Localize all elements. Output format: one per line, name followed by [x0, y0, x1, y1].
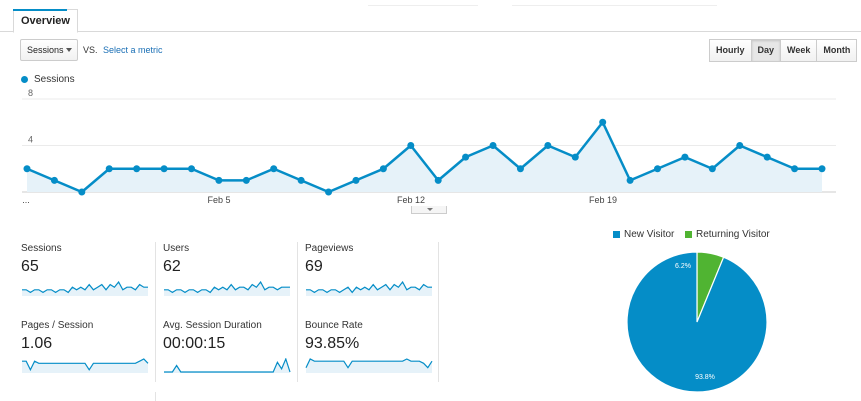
stat-value: 62 — [163, 258, 181, 275]
sparkline — [305, 358, 433, 373]
pie-legend-label: New Visitor — [624, 229, 675, 240]
data-point[interactable] — [708, 165, 716, 173]
x-tick-label: Feb 19 — [589, 195, 617, 205]
data-point[interactable] — [105, 165, 113, 173]
stat-label: Avg. Session Duration — [163, 320, 262, 331]
data-point[interactable] — [215, 176, 223, 184]
day-button[interactable]: Day — [750, 39, 782, 62]
x-tick-label: Feb 5 — [207, 195, 230, 205]
tab-bar: Overview — [0, 0, 861, 33]
divider — [438, 242, 439, 382]
data-point[interactable] — [270, 165, 278, 173]
data-point[interactable] — [763, 153, 771, 161]
data-point[interactable] — [791, 165, 799, 173]
pie-data-label: 6.2% — [675, 263, 691, 270]
data-point[interactable] — [133, 165, 141, 173]
pie-legend-new[interactable]: New Visitor — [613, 229, 674, 240]
data-point[interactable] — [654, 165, 662, 173]
week-button[interactable]: Week — [780, 39, 818, 62]
data-point[interactable] — [516, 165, 524, 173]
chart-expand-handle[interactable] — [411, 206, 447, 214]
visitor-type-pie-chart: 93.8% 6.2% — [626, 251, 768, 393]
granularity-toggle: Hourly Day Week Month — [709, 39, 858, 62]
y-tick-label: 8 — [28, 88, 33, 98]
chevron-down-icon — [427, 208, 433, 211]
stat-label: Pageviews — [305, 243, 354, 254]
sparkline-line — [22, 281, 148, 294]
data-point[interactable] — [242, 176, 250, 184]
stat-value: 65 — [21, 258, 39, 275]
sessions-line-chart: 8 4... Feb 5 Feb 12 Feb 19 — [22, 88, 836, 205]
data-point[interactable] — [489, 142, 497, 149]
data-point[interactable] — [736, 142, 744, 149]
metric-select-value: Sessions — [27, 45, 64, 55]
x-tick-label: Feb 12 — [397, 195, 425, 205]
metric-select[interactable]: Sessions — [20, 39, 78, 61]
data-point[interactable] — [187, 165, 195, 173]
sparkline-line — [164, 358, 291, 373]
sparkline-line — [306, 281, 432, 294]
sparkline-line — [305, 358, 433, 369]
divider — [368, 5, 478, 6]
stat-label: Users — [163, 243, 190, 254]
sparkline — [164, 358, 291, 373]
stat-label: Sessions — [21, 243, 62, 254]
data-point[interactable] — [50, 176, 58, 184]
sparkline — [22, 281, 148, 296]
legend-swatch-icon — [685, 231, 692, 238]
data-point[interactable] — [818, 165, 826, 173]
series-line-sessions — [26, 121, 822, 194]
divider — [297, 242, 298, 382]
month-button[interactable]: Month — [816, 39, 858, 62]
sparkline — [164, 281, 290, 296]
stat-value: 00:00:15 — [163, 335, 226, 352]
data-point[interactable] — [325, 188, 333, 196]
sparkline-area — [22, 359, 148, 373]
data-point[interactable] — [681, 153, 689, 161]
series-area — [27, 122, 822, 192]
sparkline — [306, 281, 432, 296]
sparkline-area — [306, 359, 432, 373]
sparkline-line — [164, 281, 290, 294]
tab-active-indicator — [13, 9, 67, 11]
pie-slice-new-visitor[interactable] — [626, 251, 768, 393]
legend-swatch-icon — [613, 231, 620, 238]
data-point[interactable] — [571, 153, 579, 161]
data-point[interactable] — [352, 176, 360, 184]
data-point[interactable] — [434, 176, 442, 184]
data-point[interactable] — [297, 176, 305, 184]
data-point[interactable] — [379, 165, 387, 173]
stat-value: 1.06 — [21, 335, 53, 352]
select-metric-link[interactable]: Select a metric — [103, 45, 163, 55]
stat-label: Pages / Session — [21, 320, 94, 331]
data-point[interactable] — [462, 153, 470, 161]
stat-value: 93.85% — [305, 335, 360, 352]
divider — [512, 5, 717, 6]
divider — [155, 392, 156, 401]
sparkline — [22, 358, 149, 373]
data-point[interactable] — [544, 142, 552, 149]
data-point[interactable] — [599, 118, 607, 126]
sparkline-line — [22, 358, 149, 372]
stat-label: Bounce Rate — [305, 320, 363, 331]
hourly-button[interactable]: Hourly — [709, 39, 752, 62]
data-point[interactable] — [78, 188, 86, 196]
pie-legend-label: Returning Visitor — [696, 229, 770, 240]
data-point[interactable] — [626, 176, 634, 184]
data-point[interactable] — [160, 165, 168, 173]
data-point[interactable] — [407, 142, 415, 149]
sparkline-area — [164, 359, 290, 373]
vs-label: VS. — [83, 45, 98, 55]
legend-dot-icon — [21, 76, 28, 83]
stat-value: 69 — [305, 258, 323, 275]
y-tick-label: 4 — [28, 135, 33, 145]
chevron-down-icon — [66, 48, 72, 52]
pie-legend-returning[interactable]: Returning Visitor — [685, 229, 770, 240]
divider — [155, 242, 156, 382]
data-point[interactable] — [23, 165, 31, 173]
legend-label-sessions[interactable]: Sessions — [34, 74, 75, 85]
tab-overview[interactable]: Overview — [13, 9, 78, 33]
x-tick-label: ... — [22, 195, 30, 205]
pie-data-label: 93.8% — [695, 374, 715, 381]
